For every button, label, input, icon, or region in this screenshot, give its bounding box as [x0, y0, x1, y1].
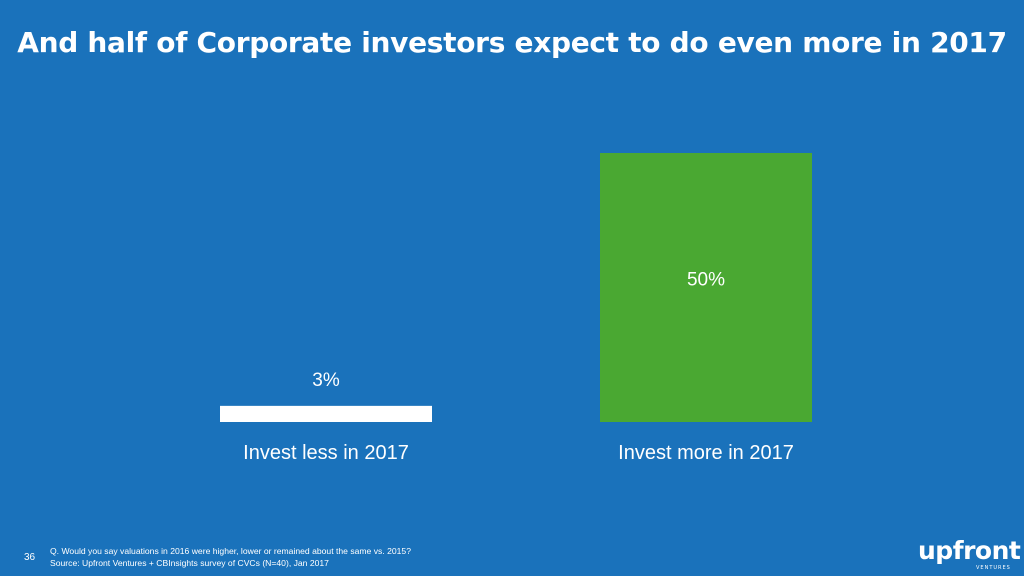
bar-value-label-2: 50%: [687, 270, 725, 291]
category-label-2: Invest more in 2017: [618, 442, 794, 464]
category-label-1: Invest less in 2017: [243, 442, 409, 464]
page-number: 36: [24, 552, 36, 563]
footnote-source: Source: Upfront Ventures + CBInsights su…: [50, 558, 329, 568]
footnote-question: Q. Would you say valuations in 2016 were…: [50, 546, 411, 556]
bar-1: [220, 405, 432, 422]
footnotes: Q. Would you say valuations in 2016 were…: [50, 545, 411, 569]
logo-wordmark: upfront: [918, 536, 1021, 565]
upfront-ventures-logo: upfront VENTURES: [918, 536, 1021, 572]
logo-subtext: VENTURES: [976, 565, 1011, 571]
bar-2: [600, 153, 812, 422]
slide-title: And half of Corporate investors expect t…: [17, 26, 1007, 59]
bar-value-label-1: 3%: [312, 370, 340, 391]
footer: 36 Q. Would you say valuations in 2016 w…: [24, 545, 624, 575]
